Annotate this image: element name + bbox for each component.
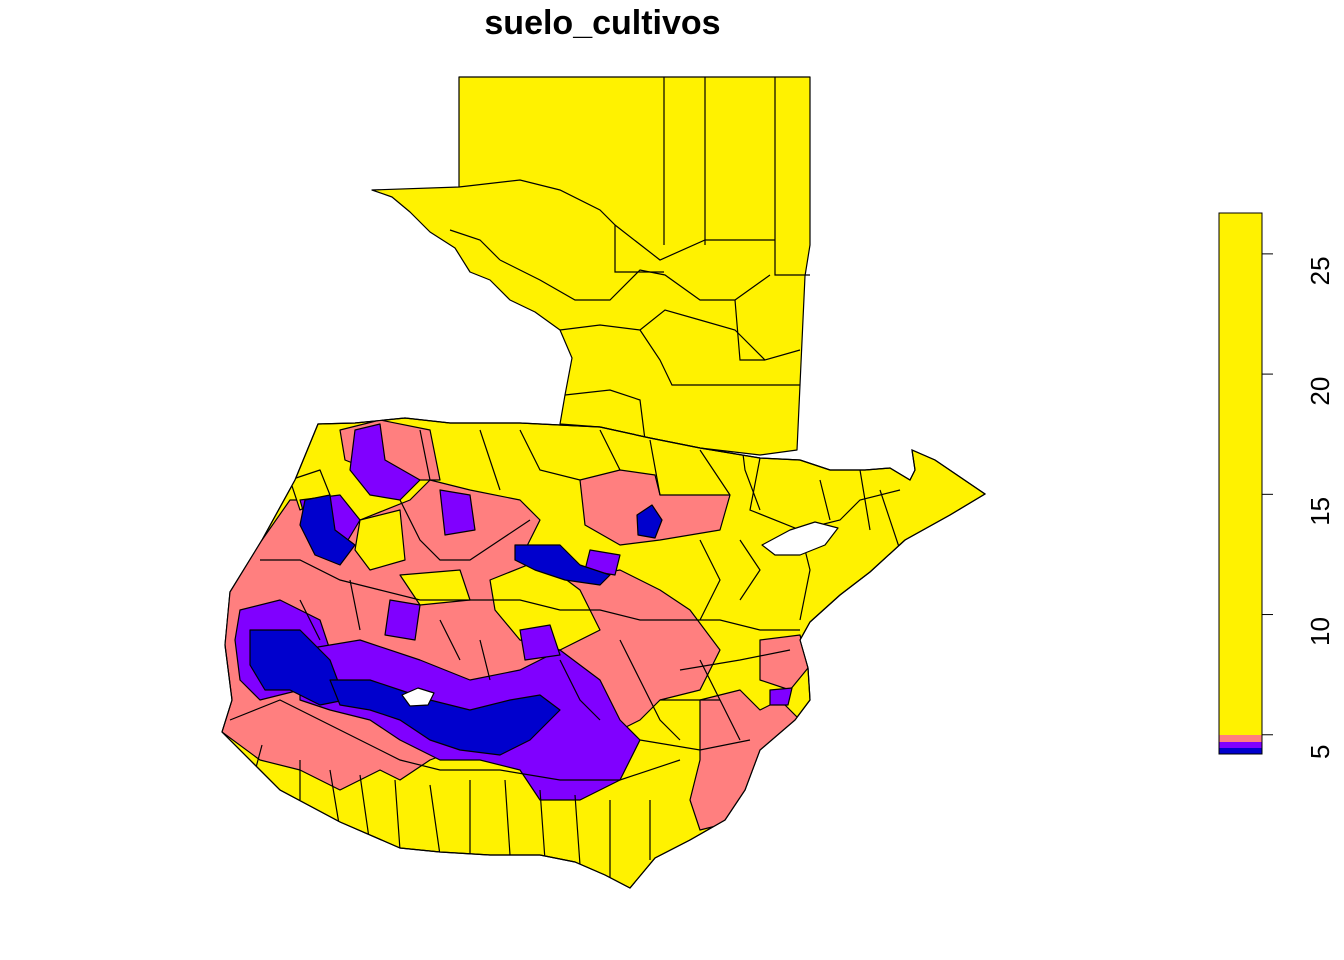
- colorbar-ticks: 5 10 15 20 25: [1262, 253, 1335, 759]
- municipality-peten-north: [371, 76, 811, 456]
- municipality-blue-nw: [299, 494, 356, 566]
- municipality-salmon-east: [579, 469, 731, 546]
- municipality-purple-center: [439, 489, 476, 536]
- municipality-purple-mid: [384, 599, 421, 641]
- color-legend: 5 10 15 20 25: [1218, 212, 1335, 759]
- lake-izabal-no-data: [761, 521, 839, 556]
- municipality-blue-center: [514, 544, 611, 586]
- map-title: suelo_cultivos: [484, 4, 721, 42]
- municipality-yellow-mid: [354, 509, 406, 571]
- colorbar-rect: [1218, 212, 1263, 755]
- municipality-blue-east: [636, 504, 663, 539]
- colorbar-tick-label: 15: [1305, 497, 1335, 526]
- north-region: [371, 76, 811, 456]
- municipality-blue-west: [249, 629, 346, 706]
- south-region: [221, 417, 987, 889]
- lake-atitlan-no-data: [401, 687, 435, 707]
- municipality-purple-east2: [769, 687, 793, 706]
- municipality-salmon-southeast: [689, 689, 801, 831]
- municipality-purple-east: [584, 549, 621, 576]
- municipality-purple-north: [349, 423, 421, 501]
- country-outline: [221, 417, 987, 889]
- municipality-salmon-east2: [759, 634, 809, 691]
- colorbar-tick-label: 25: [1305, 256, 1335, 285]
- colorbar-tick-label: 5: [1305, 745, 1335, 759]
- municipality-purple-center2: [519, 624, 561, 661]
- colorbar-tick-label: 10: [1305, 617, 1335, 646]
- colorbar-tick-label: 20: [1305, 377, 1335, 406]
